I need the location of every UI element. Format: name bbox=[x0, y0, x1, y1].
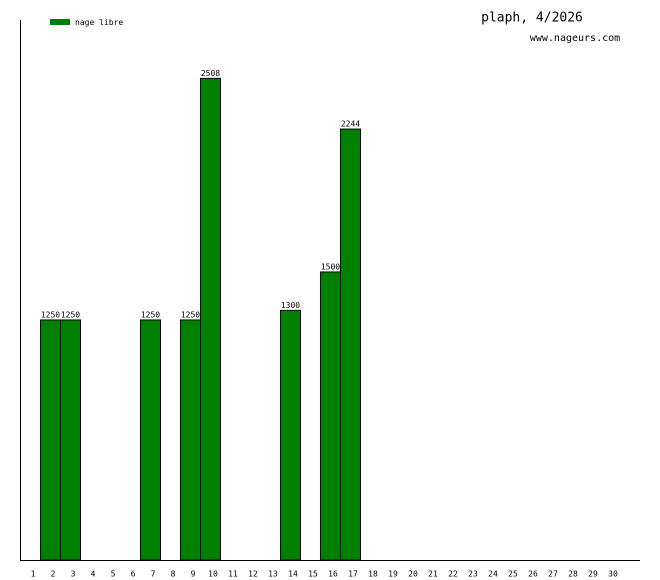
x-tick-label: 19 bbox=[388, 570, 398, 579]
x-tick-label: 3 bbox=[71, 570, 76, 579]
x-tick-label: 4 bbox=[91, 570, 96, 579]
x-tick-label: 18 bbox=[368, 570, 378, 579]
x-tick-label: 22 bbox=[448, 570, 458, 579]
bar bbox=[140, 319, 161, 561]
x-tick-label: 8 bbox=[171, 570, 176, 579]
data-label: 2508 bbox=[201, 69, 220, 78]
data-label: 1250 bbox=[41, 310, 60, 319]
x-tick-label: 20 bbox=[408, 570, 418, 579]
x-tick-label: 30 bbox=[608, 570, 618, 579]
x-tick-label: 23 bbox=[468, 570, 478, 579]
x-tick-label: 26 bbox=[528, 570, 538, 579]
x-tick-label: 5 bbox=[111, 570, 116, 579]
data-label: 1250 bbox=[61, 310, 80, 319]
data-label: 1250 bbox=[141, 310, 160, 319]
x-tick-label: 9 bbox=[191, 570, 196, 579]
data-label: 2244 bbox=[341, 120, 360, 129]
x-tick-label: 12 bbox=[248, 570, 258, 579]
x-tick-label: 14 bbox=[288, 570, 298, 579]
bar bbox=[340, 128, 361, 561]
x-tick-label: 21 bbox=[428, 570, 438, 579]
x-tick-label: 25 bbox=[508, 570, 518, 579]
data-label: 1500 bbox=[321, 262, 340, 271]
chart-title: plaph, 4/2026 bbox=[481, 11, 583, 26]
x-tick-label: 17 bbox=[348, 570, 358, 579]
x-tick-label: 27 bbox=[548, 570, 558, 579]
x-tick-label: 7 bbox=[151, 570, 156, 579]
data-label: 1300 bbox=[281, 301, 300, 310]
chart-subtitle: www.nageurs.com bbox=[530, 33, 620, 44]
bar bbox=[320, 271, 341, 561]
x-tick-label: 6 bbox=[131, 570, 136, 579]
x-tick-label: 1 bbox=[31, 570, 36, 579]
x-tick-label: 10 bbox=[208, 570, 218, 579]
bar bbox=[200, 77, 221, 561]
bar bbox=[280, 309, 301, 561]
x-tick-label: 13 bbox=[268, 570, 278, 579]
bar bbox=[60, 319, 81, 561]
x-tick-label: 15 bbox=[308, 570, 318, 579]
x-tick-label: 16 bbox=[328, 570, 338, 579]
x-tick-label: 24 bbox=[488, 570, 498, 579]
x-tick-label: 11 bbox=[228, 570, 238, 579]
x-tick-label: 28 bbox=[568, 570, 578, 579]
data-label: 1250 bbox=[181, 310, 200, 319]
x-tick-label: 29 bbox=[588, 570, 598, 579]
bar bbox=[40, 319, 61, 561]
bar bbox=[180, 319, 201, 561]
legend-swatch bbox=[50, 19, 70, 25]
x-tick-label: 2 bbox=[51, 570, 56, 579]
legend-label: nage libre bbox=[75, 18, 123, 27]
